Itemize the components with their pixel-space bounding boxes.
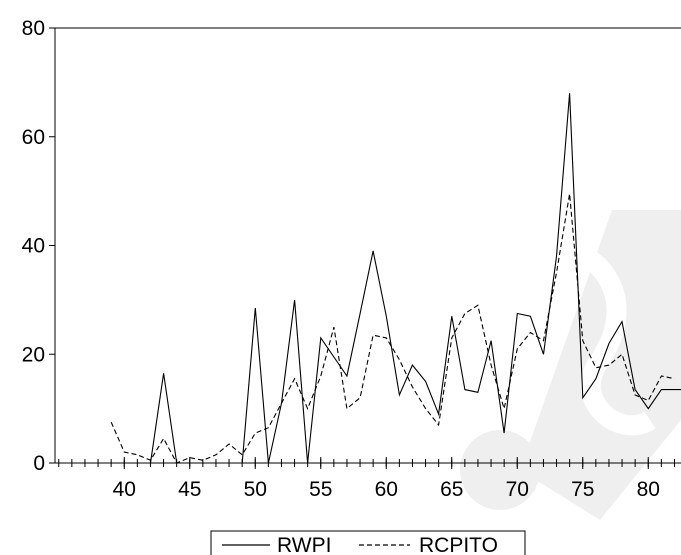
y-tick-label: 40 <box>22 235 45 258</box>
x-tick-label: 65 <box>440 478 463 501</box>
x-tick-label: 50 <box>244 478 267 501</box>
x-axis-ticks: 40 45 50 55 60 65 70 75 80 <box>113 457 660 501</box>
y-axis-ticks: 0 20 40 60 80 <box>22 17 55 475</box>
series-line-rwpi <box>149 93 681 464</box>
x-tick-label: 40 <box>113 478 136 501</box>
x-tick-label: 75 <box>571 478 594 501</box>
x-tick-label: 60 <box>375 478 398 501</box>
legend: RWPI RCPITO <box>210 530 526 555</box>
x-tick-label: 80 <box>637 478 660 501</box>
y-tick-label: 0 <box>33 452 45 475</box>
series-layer <box>110 93 681 464</box>
y-tick-label: 60 <box>22 126 45 149</box>
x-tick-label: 55 <box>309 478 332 501</box>
legend-label-rwpi: RWPI <box>277 534 331 555</box>
y-tick-label: 80 <box>22 17 45 40</box>
x-tick-label: 70 <box>506 478 529 501</box>
x-tick-label: 45 <box>178 478 201 501</box>
watermark-logo <box>460 210 681 520</box>
legend-label-rcpito: RCPITO <box>419 534 498 555</box>
y-tick-label: 20 <box>22 343 45 366</box>
series-line-rcpito <box>110 193 675 464</box>
legend-box <box>210 530 526 555</box>
